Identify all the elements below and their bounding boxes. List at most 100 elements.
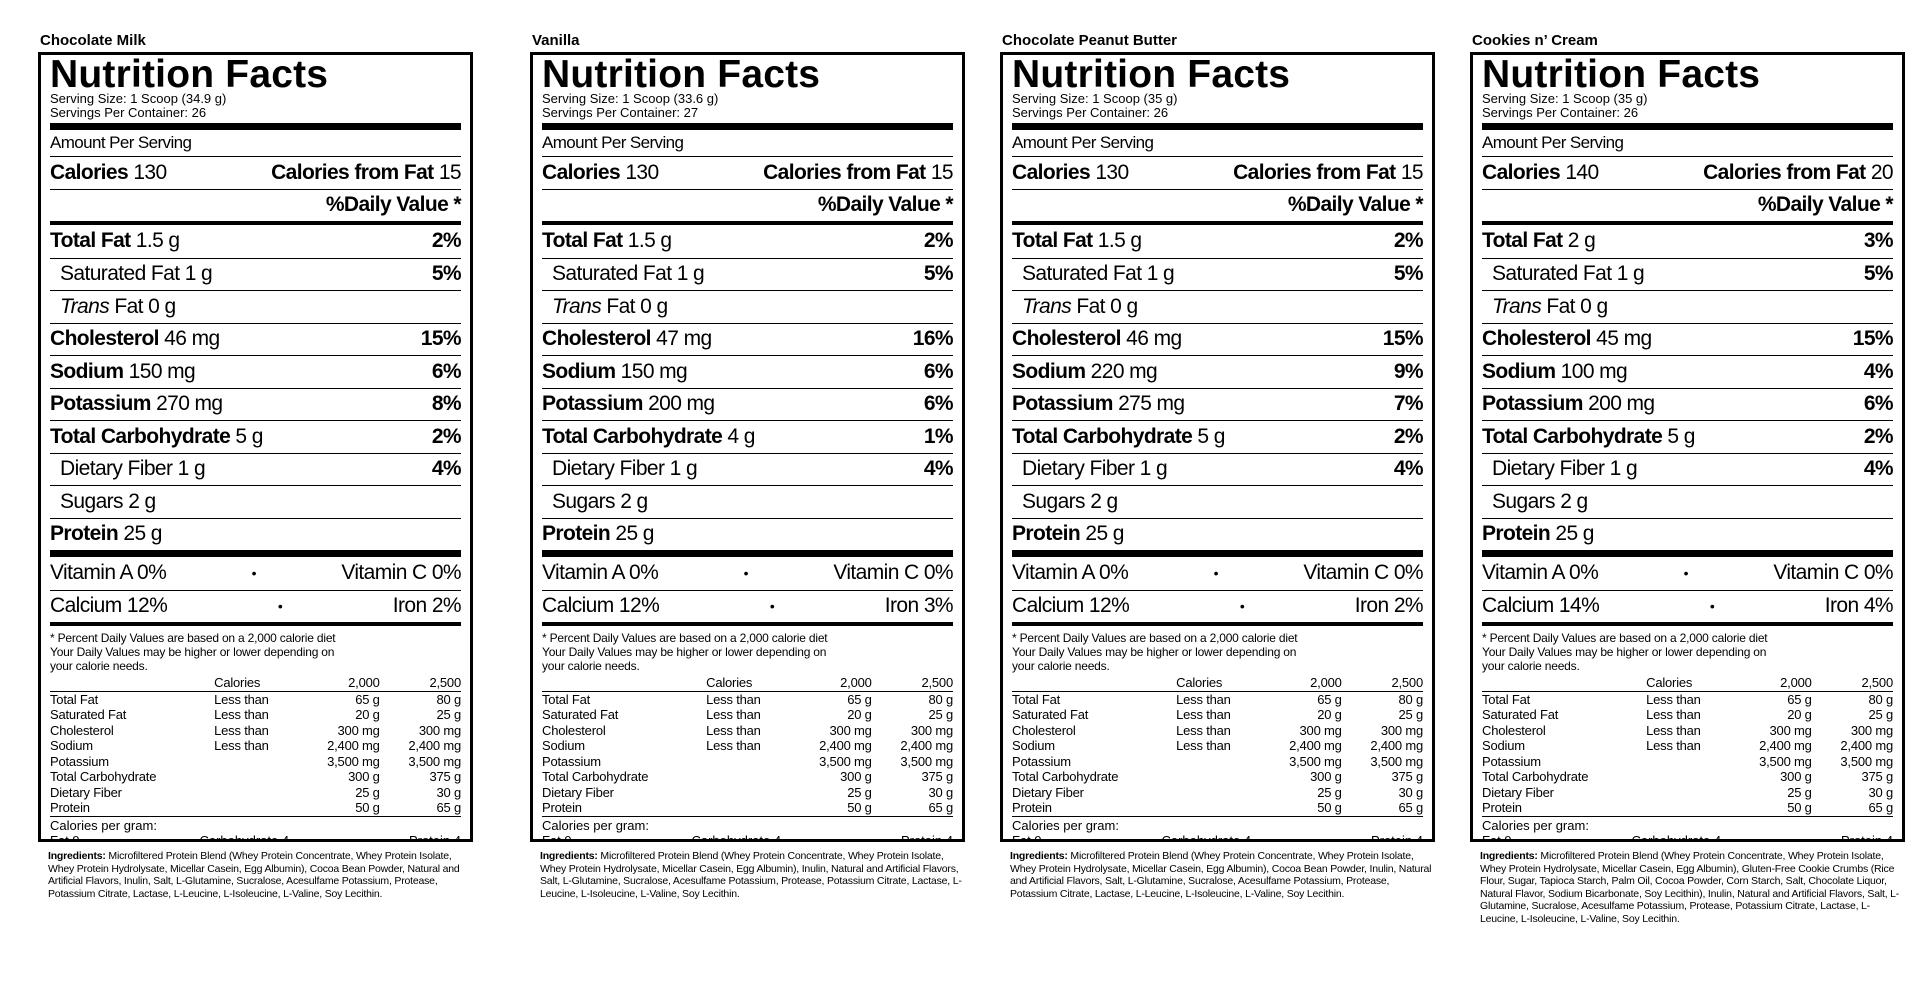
calories-row: Calories 130 Calories from Fat 15 [1012, 156, 1424, 189]
reference-cell [214, 769, 298, 785]
sugars-label: Sugars [552, 489, 616, 513]
vitamin-a-value: 0% [137, 561, 167, 585]
total-carbohydrate-label: Total Carbohydrate [542, 424, 723, 448]
bullet: • [629, 832, 634, 842]
servings-per-container-label: Servings Per Container: [542, 105, 681, 120]
cholesterol-daily-value: 15% [1852, 327, 1894, 351]
sugars-amount: 2 g [1560, 489, 1588, 513]
potassium-left: Potassium 275 mg [1012, 392, 1185, 416]
potassium-label: Potassium [1482, 392, 1583, 416]
saturated-fat-row: Saturated Fat 1 g 5% [1012, 257, 1424, 291]
total-carbohydrate-row: Total Carbohydrate 5 g 2% [50, 420, 462, 453]
reference-cell [706, 769, 790, 785]
vitamin-a-row: Vitamin A 0% • Vitamin C 0% [50, 557, 462, 590]
reference-cell: 25 g [436, 707, 461, 722]
servings-per-container-value: 26 [191, 105, 207, 120]
potassium-amount: 200 mg [1588, 392, 1655, 416]
reference-cell: 2,400 mg [1289, 738, 1342, 753]
reference-cell: 300 mg [1299, 722, 1342, 738]
reference-cell: 3,500 mg [819, 753, 872, 769]
flavor-name: Vanilla [532, 32, 580, 49]
reference-table-header: Calories 2,000 2,500 [50, 675, 461, 692]
dietary-fiber-row: Dietary Fiber 1 g 4% [50, 452, 462, 486]
dietary-fiber-left: Dietary Fiber 1 g [1482, 457, 1638, 481]
reference-table-row: Total Fat Less than 65 g 80 g [542, 691, 953, 707]
footnote-line: * Percent Daily Values are based on a 2,… [1482, 631, 1768, 645]
reference-cell: Sodium [542, 738, 585, 753]
serving-size-label: Serving Size: [1482, 91, 1559, 106]
reference-cell: 300 mg [1769, 722, 1812, 738]
reference-cell: 3,500 mg [1370, 753, 1423, 769]
reference-cell: Total Fat [542, 691, 591, 707]
servings-per-container: Servings Per Container: 26 [1482, 106, 1893, 120]
reference-header-cell [50, 675, 215, 692]
reference-cell: 300 g [348, 769, 380, 784]
reference-cell: 25 g [1868, 707, 1893, 722]
reference-cell [706, 800, 790, 816]
reference-cell: Potassium [542, 753, 601, 769]
vitamin-a-left: Vitamin A 0% [50, 561, 167, 585]
reference-table-row: Protein 50 g 65 g [542, 800, 953, 816]
total-fat-left: Total Fat 1.5 g [542, 229, 672, 253]
reference-header-cell: Calories [1646, 675, 1731, 692]
footnote-line: * Percent Daily Values are based on a 2,… [50, 631, 336, 645]
calcium-left: Calcium 12% [542, 594, 660, 618]
reference-table-row: Dietary Fiber 25 g 30 g [542, 785, 953, 801]
carbohydrate-per-gram: Carbohydrate 4 [199, 832, 290, 842]
daily-value-footnote: * Percent Daily Values are based on a 2,… [1012, 626, 1423, 673]
saturated-fat-amount: 1 g [1616, 262, 1645, 286]
reference-cell: Saturated Fat [1482, 707, 1559, 722]
ingredients-text: Microfiltered Protein Blend (Whey Protei… [540, 850, 962, 900]
reference-cell: Dietary Fiber [1012, 784, 1084, 800]
daily-value-header: %Daily Value * [542, 188, 954, 222]
carbohydrate-per-gram: Carbohydrate 4 [691, 832, 782, 842]
vitamin-a-label: Vitamin A [1482, 561, 1564, 585]
dietary-fiber-amount: 1 g [1139, 457, 1168, 481]
reference-table: Calories 2,000 2,500 Total Fat Less than 65 g… [50, 675, 461, 816]
reference-cell: Saturated Fat [1012, 707, 1089, 722]
cholesterol-amount: 46 mg [1126, 327, 1182, 351]
total-carbohydrate-label: Total Carbohydrate [1482, 424, 1663, 448]
reference-cell: Less than [1176, 722, 1231, 738]
bullet: • [1569, 832, 1574, 842]
dietary-fiber-left: Dietary Fiber 1 g [1012, 457, 1168, 481]
trans-fat-label-italic: Trans [60, 294, 110, 318]
calories-per-gram-row: Fat 9 • Carbohydrate 4 • Protein 4 [1482, 832, 1893, 842]
reference-table: Calories 2,000 2,500 Total Fat Less than 65 g… [1482, 675, 1893, 816]
saturated-fat-label: Saturated Fat [552, 262, 672, 286]
serving-size-value: 1 Scoop (33.6 g) [622, 91, 719, 106]
cholesterol-row: Cholesterol 45 mg 15% [1482, 322, 1894, 356]
servings-per-container-value: 27 [683, 105, 699, 120]
servings-per-container: Servings Per Container: 26 [50, 106, 461, 120]
total-fat-amount: 1.5 g [627, 229, 672, 253]
ingredients-text: Microfiltered Protein Blend (Whey Protei… [48, 850, 460, 900]
serving-size-value: 1 Scoop (35 g) [1562, 91, 1648, 106]
sugars-row: Sugars 2 g [1012, 485, 1423, 518]
total-fat-row: Total Fat 1.5 g 2% [542, 225, 954, 258]
sugars-left: Sugars 2 g [542, 490, 648, 514]
sugars-left: Sugars 2 g [1012, 490, 1118, 514]
footnote-line: * Percent Daily Values are based on a 2,… [542, 631, 828, 645]
trans-fat-amount: 0 g [640, 294, 668, 318]
calories-per-gram: Calories per gram: Fat 9 • Carbohydrate 4 • P… [1482, 815, 1893, 842]
protein-amount: 25 g [123, 522, 162, 546]
total-carbohydrate-left: Total Carbohydrate 5 g [50, 425, 263, 449]
sodium-amount: 150 mg [128, 359, 196, 383]
calories-per-gram-label: Calories per gram: [1482, 817, 1589, 833]
potassium-row: Potassium 270 mg 8% [50, 387, 462, 421]
total-carbohydrate-row: Total Carbohydrate 5 g 2% [1012, 420, 1424, 453]
reference-cell: Less than [706, 707, 761, 722]
calcium-value: 12% [1088, 594, 1130, 618]
label-column: Chocolate Milk Nutrition Facts Serving Siz… [38, 30, 473, 900]
divider-medium [1482, 622, 1893, 626]
trans-fat-left: Trans Fat 0 g [1482, 295, 1608, 319]
calcium-row: Calcium 12% • Iron 2% [50, 589, 462, 623]
sodium-daily-value: 6% [923, 359, 954, 383]
reference-cell: Saturated Fat [50, 707, 127, 722]
flavor-name: Chocolate Peanut Butter [1002, 32, 1178, 49]
saturated-fat-left: Saturated Fat 1 g [1482, 262, 1645, 286]
dietary-fiber-daily-value: 4% [431, 457, 462, 481]
calories-from-fat: Calories from Fat 20 [1703, 161, 1894, 185]
label-column: Chocolate Peanut Butter Nutrition Facts Se… [1000, 30, 1435, 900]
total-carbohydrate-daily-value: 1% [923, 424, 954, 448]
